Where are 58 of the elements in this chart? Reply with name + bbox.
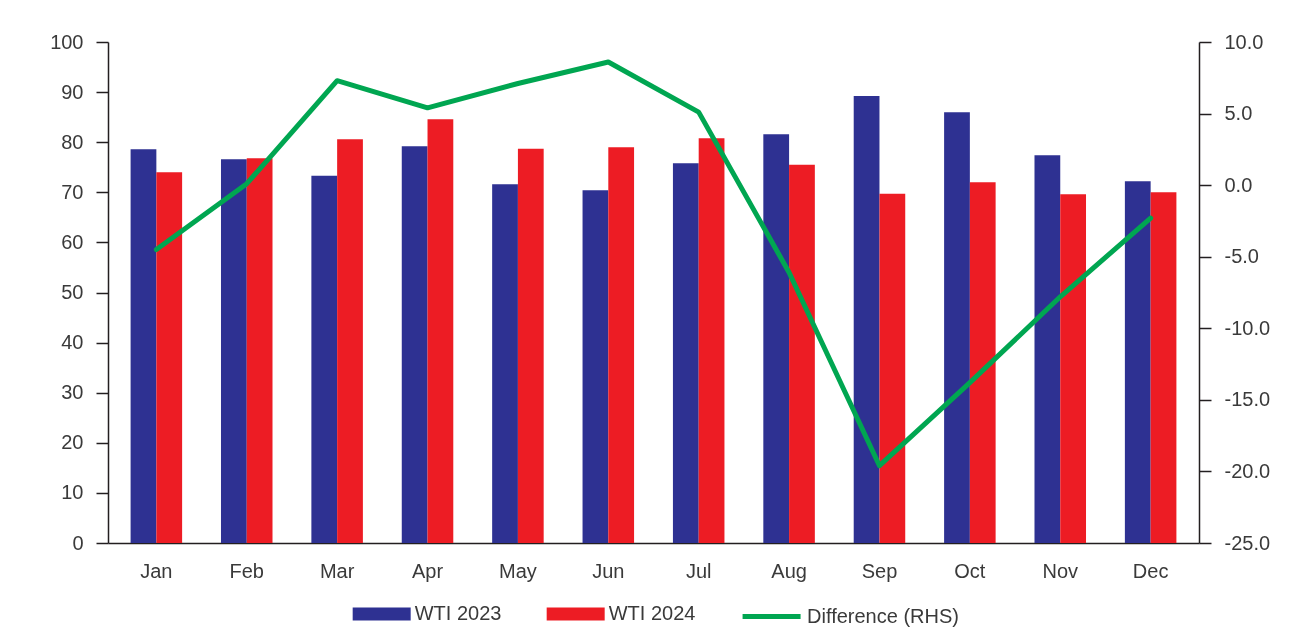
x-tick-label: Nov (1042, 559, 1079, 582)
y-tick-label: 90 (61, 80, 84, 103)
y-tick-label: 80 (61, 130, 84, 153)
y-tick-label: 30 (61, 381, 84, 404)
bar (401, 146, 428, 543)
y-tick-label: 40 (61, 331, 84, 354)
y2-tick-label: 10.0 (1224, 30, 1264, 53)
y-tick-label: 100 (50, 30, 84, 53)
bar (337, 139, 363, 543)
y-tick-label: 60 (61, 230, 84, 253)
x-tick-label: Dec (1132, 559, 1169, 582)
y-tick-label: 70 (61, 180, 84, 203)
bar (608, 147, 635, 543)
bar (1124, 181, 1151, 543)
bar (220, 159, 247, 543)
x-tick-label: Apr (411, 559, 444, 582)
x-tick-label: Sep (861, 559, 898, 582)
bar (853, 96, 880, 543)
bar (969, 182, 996, 543)
legend-label: WTI 2023 (414, 602, 502, 624)
x-tick-label: Aug (771, 559, 807, 582)
y2-tick-label: -25.0 (1224, 531, 1271, 554)
bar (698, 138, 725, 543)
x-tick-label: Mar (319, 559, 355, 582)
y-tick-label: 50 (61, 281, 84, 303)
bar (1150, 192, 1177, 543)
y2-tick-label: -10.0 (1224, 316, 1271, 339)
bar (311, 175, 338, 543)
y2-tick-label: 5.0 (1224, 102, 1253, 125)
y-tick-label: 10 (61, 481, 84, 504)
bar (763, 134, 790, 543)
y-tick-label: 0 (72, 531, 84, 554)
y-tick-label: 20 (61, 431, 84, 454)
bar (427, 119, 454, 543)
y2-tick-label: -15.0 (1224, 388, 1271, 411)
legend-label: Difference (RHS) (807, 604, 959, 627)
legend-label: WTI 2024 (608, 602, 696, 624)
bar (1060, 194, 1087, 543)
bar (492, 184, 518, 543)
x-tick-label: Jun (592, 559, 625, 582)
bar (582, 190, 609, 543)
bar (879, 193, 906, 543)
x-tick-label: May (499, 559, 537, 582)
bar (789, 164, 815, 543)
bar (130, 149, 157, 543)
x-tick-label: Feb (229, 559, 264, 582)
x-tick-label: Jul (685, 559, 712, 582)
bar (517, 148, 544, 543)
y2-tick-label: -5.0 (1224, 245, 1259, 268)
bar (1034, 155, 1061, 543)
y2-tick-label: 0.0 (1224, 173, 1253, 196)
x-tick-label: Jan (140, 559, 173, 582)
y2-tick-label: -20.0 (1224, 459, 1271, 482)
bar (672, 163, 699, 543)
bar (246, 158, 273, 543)
bar (944, 112, 970, 543)
bar (156, 172, 183, 543)
x-tick-label: Oct (954, 559, 986, 582)
